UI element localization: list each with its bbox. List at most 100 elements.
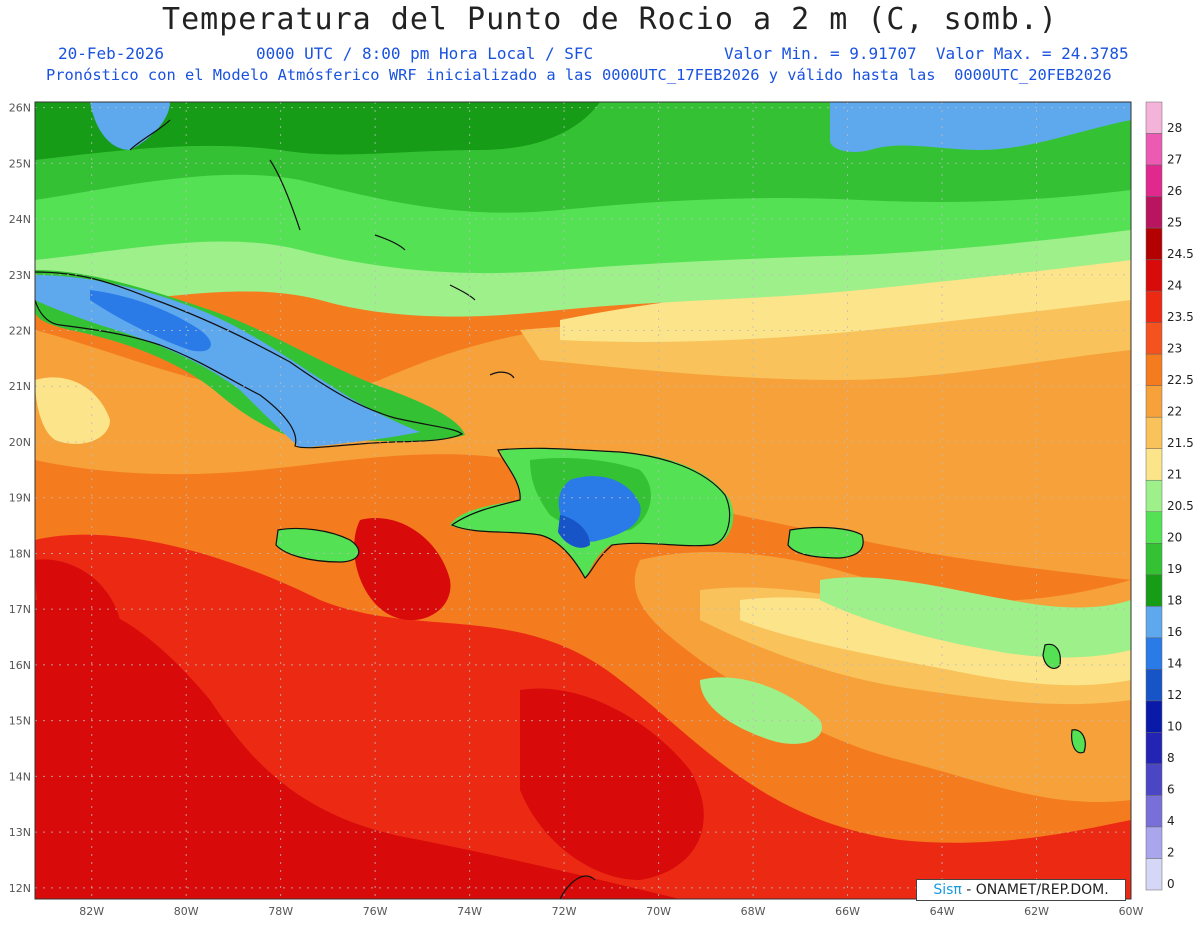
legend-swatch — [1145, 196, 1163, 229]
legend-swatch — [1145, 858, 1163, 891]
coast-south-america — [559, 875, 596, 899]
field-lightgreen-east2 — [700, 677, 822, 744]
legend-label: 21.5 — [1167, 436, 1194, 450]
legend-swatch — [1145, 353, 1163, 386]
map-frame — [34, 101, 1132, 900]
legend-label: 28 — [1167, 121, 1182, 135]
legend-label: 26 — [1167, 184, 1182, 198]
field-lightyellow-east — [740, 597, 1131, 686]
forecast-time: 0000 UTC / 8:00 pm Hora Local / SFC — [256, 44, 594, 63]
legend-swatch — [1145, 574, 1163, 607]
lon-tick-label: 78W — [268, 905, 293, 918]
lat-tick-label: 20N — [9, 436, 31, 449]
legend-swatch — [1145, 700, 1163, 733]
legend-swatch — [1145, 732, 1163, 765]
coast-bahamas-3 — [449, 284, 476, 301]
legend-label: 0 — [1167, 877, 1175, 891]
legend-swatch — [1145, 826, 1163, 859]
legend-label: 8 — [1167, 751, 1175, 765]
legend-label: 19 — [1167, 562, 1182, 576]
coast-turks — [489, 371, 515, 379]
legend-label: 25 — [1167, 215, 1182, 229]
legend-swatch — [1145, 164, 1163, 197]
lon-tick-label: 82W — [79, 905, 104, 918]
lon-tick-label: 68W — [741, 905, 766, 918]
legend-swatch — [1145, 511, 1163, 544]
coast-jamaica — [275, 527, 360, 563]
lat-tick-label: 21N — [9, 380, 31, 393]
coast-florida — [129, 119, 171, 151]
lat-tick-label: 25N — [9, 157, 31, 170]
lat-tick-label: 22N — [9, 325, 31, 338]
sispi-logo: Sisπ — [933, 882, 962, 898]
field-blue-florida — [90, 102, 170, 150]
lat-tick-label: 12N — [9, 882, 31, 895]
coast-bahamas-1 — [269, 159, 301, 231]
field-cuba-deepblue — [90, 290, 211, 352]
legend-label: 14 — [1167, 657, 1182, 671]
lon-tick-label: 76W — [363, 905, 388, 918]
legend-swatch — [1145, 448, 1163, 481]
coast-bahamas-2 — [374, 234, 406, 251]
field-hispaniola-deepblue — [558, 515, 590, 548]
legend-label: 23.5 — [1167, 310, 1194, 324]
field-darkred-south2 — [520, 688, 704, 880]
credit-badge: Sisπ - ONAMET/REP.DOM. — [916, 879, 1126, 901]
credit-text: - ONAMET/REP.DOM. — [961, 882, 1109, 898]
lon-tick-label: 64W — [930, 905, 955, 918]
legend-label: 10 — [1167, 720, 1182, 734]
coast-puertorico — [787, 526, 864, 559]
legend-label: 22 — [1167, 404, 1182, 418]
legend-swatch — [1145, 290, 1163, 323]
field-darkred-south — [35, 598, 680, 899]
lat-axis: 26N 25N 24N 23N 22N 21N 20N 19N 18N 17N 16N 15N 14N 1… — [9, 102, 31, 895]
legend-label: 16 — [1167, 625, 1182, 639]
legend-swatch — [1145, 227, 1163, 260]
field-darkred-west — [35, 559, 121, 654]
coast-antilles-2 — [1071, 729, 1086, 754]
lon-tick-label: 72W — [552, 905, 577, 918]
legend-swatch — [1145, 479, 1163, 513]
legend-label: 6 — [1167, 783, 1175, 797]
field-darkred-patch — [354, 518, 451, 621]
chart-title: Temperatura del Punto de Rocio a 2 m (C,… — [162, 2, 1058, 37]
lon-tick-label: 80W — [174, 905, 199, 918]
legend-swatch — [1145, 416, 1163, 449]
legend-swatch — [1145, 669, 1163, 702]
legend-swatch — [1145, 795, 1163, 828]
lat-tick-label: 26N — [9, 102, 31, 115]
legend-swatch — [1145, 259, 1163, 292]
lat-tick-label: 13N — [9, 826, 31, 839]
field-deepgreen-north — [35, 102, 600, 160]
legend-swatch — [1145, 543, 1163, 576]
forecast-date: 20-Feb-2026 — [58, 44, 164, 63]
lat-tick-label: 18N — [9, 547, 31, 560]
legend-label: 24.5 — [1167, 247, 1194, 261]
legend-swatch — [1145, 763, 1163, 796]
field-antilles-1 — [1043, 644, 1061, 669]
legend-label: 18 — [1167, 594, 1182, 608]
lat-tick-label: 16N — [9, 659, 31, 672]
lon-tick-label: 66W — [835, 905, 860, 918]
field-blue-ne — [830, 102, 1131, 152]
legend-label: 20.5 — [1167, 499, 1194, 513]
legend-label: 12 — [1167, 688, 1182, 702]
legend-swatch — [1145, 322, 1163, 355]
legend-label: 23 — [1167, 341, 1182, 355]
model-info: Pronóstico con el Modelo Atmósferico WRF… — [46, 66, 1112, 84]
legend-swatch — [1145, 606, 1163, 639]
coastlines — [35, 119, 1086, 899]
legend-label: 4 — [1167, 814, 1175, 828]
temperature-field — [35, 102, 1131, 899]
lat-tick-label: 17N — [9, 603, 31, 616]
legend-swatch — [1145, 385, 1163, 418]
lat-tick-label: 14N — [9, 770, 31, 783]
value-stats: Valor Min. = 9.91707 Valor Max. = 24.378… — [724, 44, 1129, 63]
field-yellow-patch-w — [35, 377, 110, 444]
legend-swatch — [1145, 637, 1163, 670]
lat-tick-label: 19N — [9, 492, 31, 505]
legend-label: 24 — [1167, 278, 1182, 292]
lon-tick-label: 62W — [1024, 905, 1049, 918]
lat-tick-label: 15N — [9, 715, 31, 728]
